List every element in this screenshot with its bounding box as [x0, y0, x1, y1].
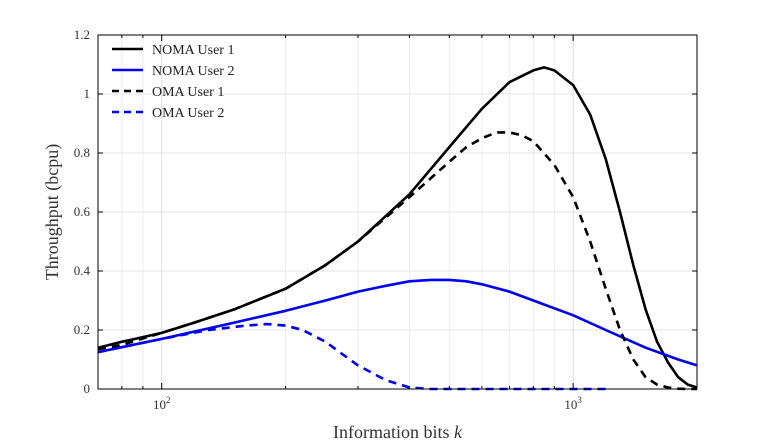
legend-label: NOMA User 1 — [152, 43, 234, 58]
y-tick-label: 0.2 — [74, 322, 90, 337]
y-tick-label: 0.6 — [74, 204, 91, 219]
legend-label: OMA User 1 — [152, 85, 224, 100]
y-axis-label: Throughput (bcpu) — [42, 144, 63, 280]
y-tick-label: 0 — [84, 381, 91, 396]
x-tick-label: 102 — [153, 395, 171, 412]
x-axis-label: Information bits k — [333, 422, 463, 442]
legend-label: OMA User 2 — [152, 106, 224, 121]
series-line-noma-user-1 — [97, 66, 698, 389]
y-tick-label: 0.4 — [74, 263, 91, 278]
axis-ticks: 0 0.2 0.4 0.6 0.8 1 1.2 102 103 — [74, 27, 698, 412]
series-line-oma-user-1 — [97, 131, 697, 391]
y-tick-label: 0.8 — [74, 145, 90, 160]
series-line-noma-user-2 — [97, 278, 698, 367]
legend-label: NOMA User 2 — [152, 64, 234, 79]
legend: NOMA User 1 NOMA User 2 OMA User 1 OMA User… — [112, 43, 234, 121]
grid-lines — [97, 34, 698, 390]
series-line-oma-user-2 — [97, 322, 606, 391]
y-tick-label: 1.2 — [74, 27, 90, 42]
x-tick-label: 103 — [564, 395, 582, 412]
y-tick-label: 1 — [84, 86, 91, 101]
